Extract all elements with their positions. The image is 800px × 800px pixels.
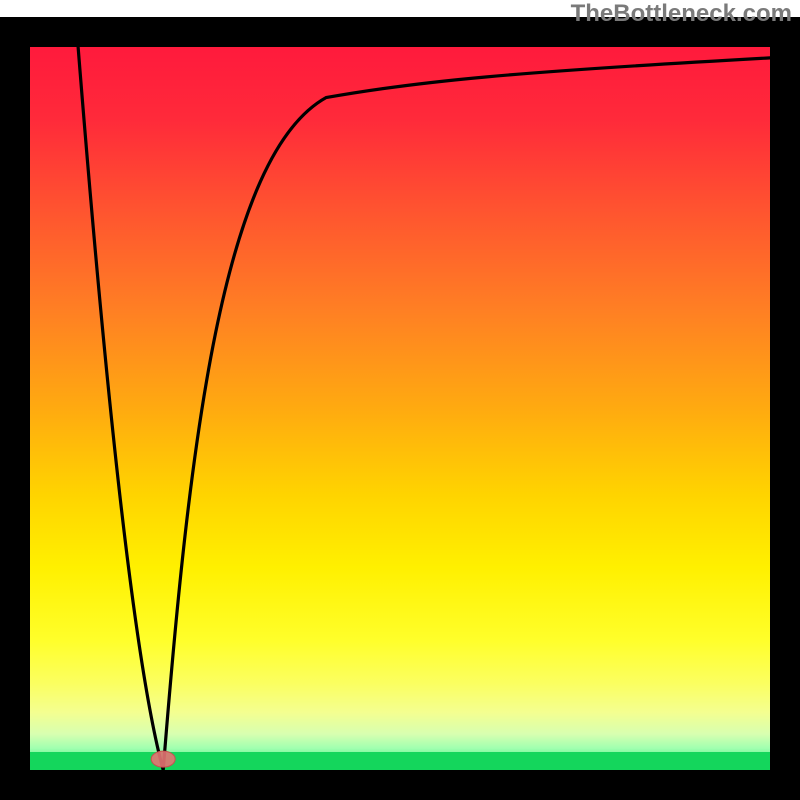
- watermark-text: TheBottleneck.com: [571, 0, 792, 28]
- minimum-marker: [151, 751, 175, 767]
- chart-container: TheBottleneck.com: [0, 0, 800, 800]
- baseline-band: [30, 752, 770, 770]
- bottleneck-chart: [0, 0, 800, 800]
